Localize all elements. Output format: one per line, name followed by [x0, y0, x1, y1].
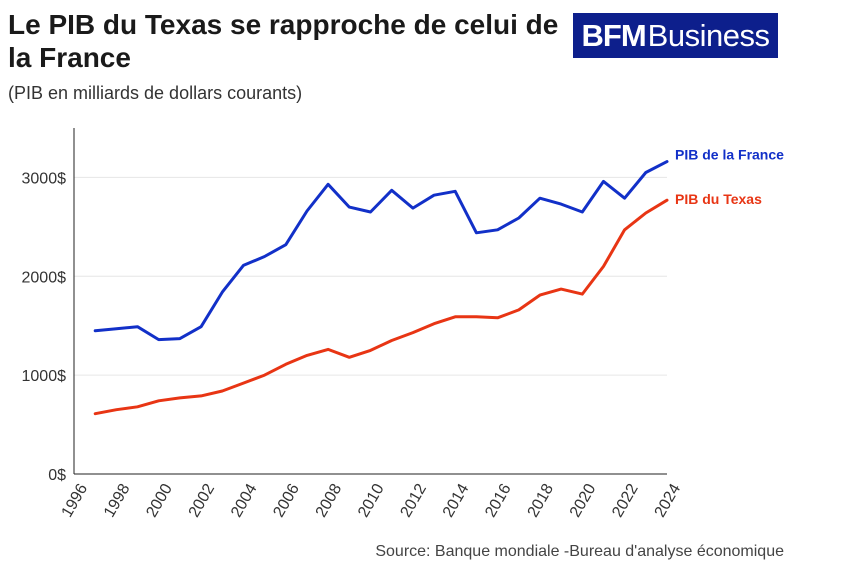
- series-label-texas: PIB du Texas: [675, 191, 762, 207]
- x-tick-label: 2008: [313, 481, 346, 520]
- x-tick-label: 2000: [143, 481, 176, 520]
- x-tick-label: 2002: [186, 481, 219, 520]
- series-line-texas: [93, 198, 669, 416]
- logo-business-text: Business: [647, 17, 770, 53]
- x-tick-label: 2022: [609, 481, 642, 520]
- y-tick-label: 0$: [48, 467, 66, 484]
- y-tick-label: 3000$: [22, 170, 67, 187]
- x-tick-label: 1996: [59, 481, 92, 520]
- x-tick-label: 2020: [567, 481, 600, 520]
- series-label-france: PIB de la France: [675, 147, 784, 163]
- series-line-france: [93, 160, 669, 342]
- bfm-business-logo: BFM Business: [573, 13, 778, 58]
- x-tick-label: 2012: [398, 481, 431, 520]
- x-tick-label: 1998: [101, 481, 134, 520]
- x-tick-label: 2016: [482, 481, 515, 520]
- source-note: Source: Banque mondiale -Bureau d'analys…: [375, 543, 784, 560]
- chart-title: Le PIB du Texas se rapproche de celui de…: [8, 9, 559, 73]
- x-tick-label: 2018: [525, 481, 558, 520]
- x-tick-label: 2006: [270, 481, 303, 520]
- logo-bfm-text: BFM: [581, 17, 647, 53]
- chart-subtitle: (PIB en milliards de dollars courants): [8, 83, 303, 103]
- x-tick-label: 2010: [355, 481, 388, 520]
- y-tick-label: 1000$: [22, 368, 67, 385]
- x-tick-label: 2024: [652, 481, 685, 520]
- x-tick-label: 2014: [440, 481, 473, 520]
- y-tick-label: 2000$: [22, 269, 67, 286]
- x-tick-label: 2004: [228, 481, 261, 520]
